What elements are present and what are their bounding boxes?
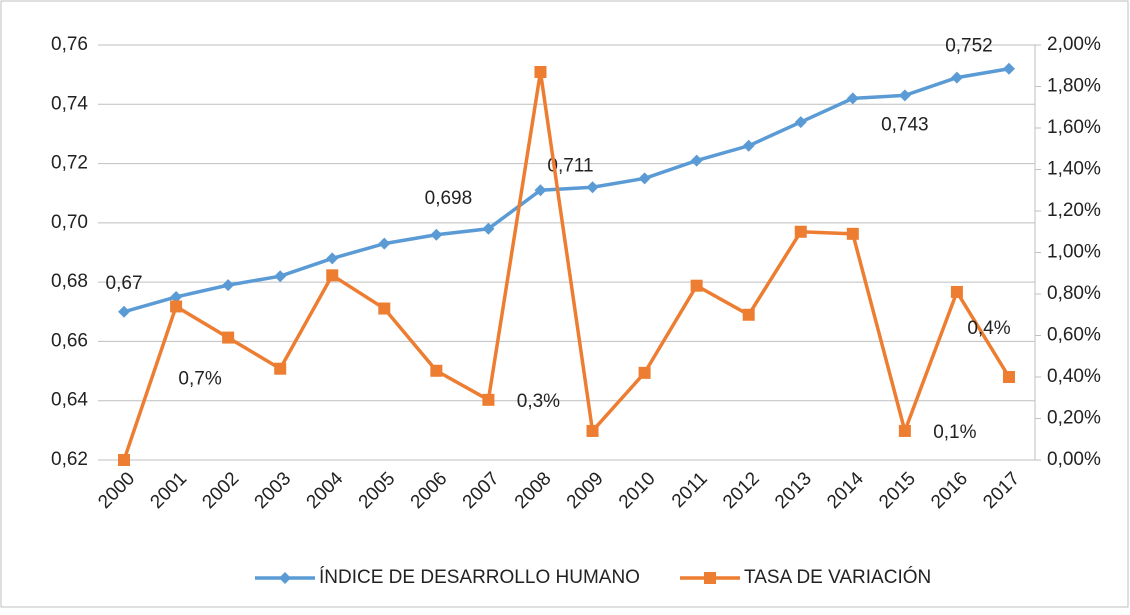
point-marker [794, 116, 807, 129]
point-marker [170, 290, 183, 303]
y2-tick-label: 2,00% [1047, 34, 1101, 55]
data-label: 0,3% [517, 391, 560, 412]
y-tick-label: 0,70 [51, 212, 88, 233]
point-marker [690, 279, 703, 292]
legend-marker [279, 572, 291, 584]
point-marker [118, 305, 131, 318]
y2-tick-label: 0,20% [1047, 408, 1101, 429]
point-marker [846, 227, 859, 240]
point-marker [274, 362, 287, 375]
point-marker [430, 228, 443, 241]
point-marker [1002, 371, 1015, 383]
point-marker [534, 65, 547, 78]
point-marker [482, 222, 495, 235]
data-label: 0,4% [967, 318, 1010, 339]
y2-tick-label: 1,60% [1047, 117, 1101, 138]
point-marker [794, 225, 807, 238]
point-marker [534, 184, 547, 197]
point-marker [222, 331, 235, 344]
data-label: 0,67 [106, 273, 143, 294]
data-label: 0,752 [945, 36, 993, 57]
series-line [122, 71, 1011, 461]
point-marker [170, 300, 183, 313]
point-marker [274, 270, 287, 283]
point-marker [846, 92, 859, 105]
y2-tick-label: 1,80% [1047, 76, 1101, 97]
point-marker [586, 424, 599, 437]
point-marker [690, 154, 703, 167]
y2-tick-label: 1,40% [1047, 159, 1101, 180]
y2-tick-label: 1,00% [1047, 242, 1101, 263]
point-marker [742, 139, 755, 152]
y-tick-label: 0,66 [51, 330, 88, 351]
point-marker [430, 364, 443, 377]
y2-tick-label: 0,80% [1047, 283, 1101, 304]
legend-label: ÍNDICE DE DESARROLLO HUMANO [319, 567, 640, 588]
point-marker [482, 393, 495, 406]
data-label: 0,743 [881, 114, 929, 135]
point-marker [898, 89, 911, 102]
point-marker [378, 302, 391, 315]
data-label: 0,711 [547, 155, 593, 176]
point-marker [378, 237, 391, 250]
point-marker [1002, 62, 1015, 75]
data-label: 0,1% [933, 422, 976, 443]
y2-tick-label: 0,00% [1047, 449, 1101, 470]
y-tick-label: 0,72 [51, 153, 88, 174]
y-tick-label: 0,76 [51, 34, 88, 55]
data-label: 0,7% [178, 368, 221, 389]
point-marker [326, 252, 339, 265]
point-marker [950, 71, 963, 84]
point-marker [326, 269, 339, 282]
legend-marker [704, 572, 716, 584]
y2-tick-label: 1,20% [1047, 200, 1101, 221]
y-tick-label: 0,62 [51, 449, 88, 470]
point-marker [586, 181, 599, 194]
series-line [123, 66, 1010, 314]
point-marker [638, 366, 651, 379]
y-tick-label: 0,74 [51, 93, 88, 114]
point-marker [118, 454, 131, 466]
point-marker [222, 279, 235, 292]
legend-label: TASA DE VARIACIÓN [744, 566, 931, 588]
point-marker [898, 424, 911, 437]
y-tick-label: 0,68 [51, 271, 88, 292]
data-label: 0,698 [425, 188, 473, 209]
y2-tick-label: 0,60% [1047, 325, 1101, 346]
y-tick-label: 0,64 [51, 390, 88, 411]
y2-tick-label: 0,40% [1047, 366, 1101, 387]
point-marker [950, 285, 963, 298]
point-marker [638, 172, 651, 185]
point-marker [742, 308, 755, 321]
